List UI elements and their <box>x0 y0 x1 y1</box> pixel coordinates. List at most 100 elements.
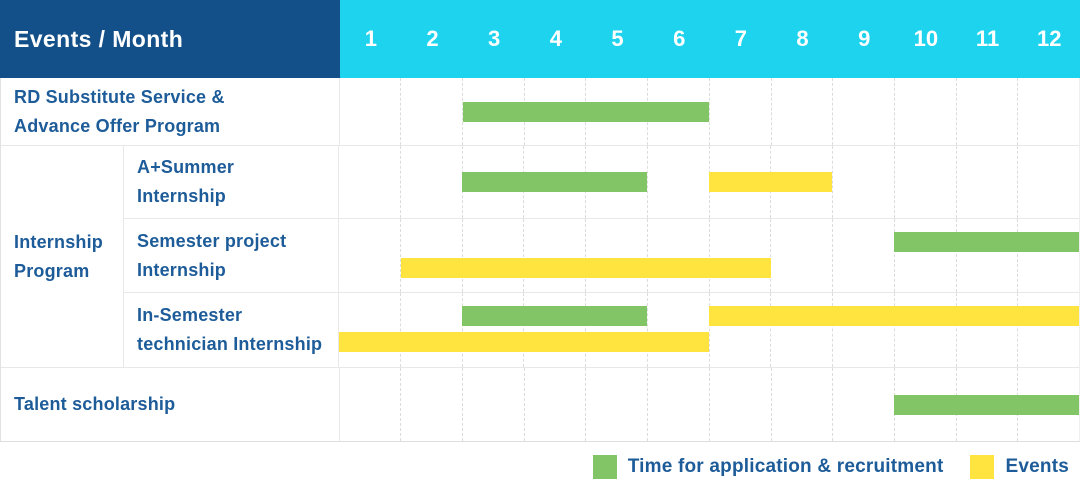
month-label: 2 <box>426 26 439 51</box>
legend-label: Events <box>1005 456 1069 477</box>
month-grid-cell <box>955 146 1018 218</box>
month-grid-cell <box>585 219 647 292</box>
label-line: Internship <box>137 259 227 280</box>
month-grid-cell <box>832 293 894 367</box>
month-grid-cell <box>340 78 401 145</box>
month-grid-cell <box>893 293 956 367</box>
month-grid-cell <box>770 78 833 145</box>
month-grid-cell <box>646 219 709 292</box>
month-grid-cell <box>708 293 771 367</box>
month-label: 12 <box>1036 26 1062 51</box>
month-grid-cell <box>339 219 400 292</box>
gantt-bar-application <box>462 101 710 122</box>
legend: Time for application & recruitment Events <box>592 440 1069 494</box>
month-grid-cell <box>1017 219 1079 292</box>
month-grid-cell <box>523 368 586 441</box>
gantt-bar-application <box>894 232 1079 252</box>
month-grid-cell <box>893 219 956 292</box>
table-row: Talent scholarship <box>1 368 1079 441</box>
timeline-cell <box>339 293 1079 367</box>
month-grid-cell <box>462 368 524 441</box>
schedule-table: Events / Month 1 2 3 4 5 6 7 8 9 10 11 12 RD Substi… <box>0 0 1080 442</box>
label-line: In-Semester <box>137 305 243 325</box>
row-label: In-Semester technician Internship <box>124 293 339 367</box>
month-grid-cell <box>770 368 833 441</box>
month-grid-cell <box>646 293 709 367</box>
month-grid-cell <box>399 293 462 367</box>
month-grid-cell <box>893 146 956 218</box>
month-grid-cell <box>399 146 462 218</box>
month-label: 3 <box>488 26 501 51</box>
month-grid-cell <box>832 368 894 441</box>
legend-item: Time for application & recruitment <box>592 455 944 479</box>
month-grid-cell <box>770 293 832 367</box>
month-grid-cell <box>462 78 524 145</box>
month-grid-cell <box>708 146 771 218</box>
label-line: Internship <box>137 186 227 206</box>
row-label: RD Substitute Service & Advance Offer Pro… <box>1 78 340 145</box>
month-grid-cell <box>1017 146 1079 218</box>
month-grid-cell <box>832 219 894 292</box>
table-row: Semester project Internship <box>124 219 1079 293</box>
group-label: Internship Program <box>1 146 124 367</box>
table-body: RD Substitute Service & Advance Offer Pro… <box>0 78 1080 442</box>
month-grid-cell <box>461 219 524 292</box>
row-label: A+Summer Internship <box>124 146 339 218</box>
label-line: RD Substitute Service & <box>14 86 225 107</box>
month-grid-cell <box>955 78 1018 145</box>
month-grid-cell <box>523 219 585 292</box>
group-rows: A+Summer Internship Semester project Intern… <box>124 146 1079 367</box>
month-grid-cell <box>340 368 401 441</box>
timeline-cell <box>340 368 1079 441</box>
month-grid-cell <box>399 219 462 292</box>
label-line: technician Internship <box>137 334 323 354</box>
label-line: A+Summer <box>137 157 235 177</box>
month-grid-cell <box>1017 293 1079 367</box>
gantt-bar-events <box>339 332 709 352</box>
gantt-bar-application <box>462 306 648 326</box>
month-grid-cell <box>647 368 709 441</box>
month-label: 6 <box>673 26 686 51</box>
label-line: Internship <box>14 231 104 252</box>
month-grid-cell <box>461 293 524 367</box>
month-grid-cell <box>955 219 1018 292</box>
timeline-cell <box>339 219 1079 292</box>
table-row: RD Substitute Service & Advance Offer Pro… <box>1 78 1079 146</box>
month-grid-cell <box>770 219 832 292</box>
row-label: Semester project Internship <box>124 219 339 292</box>
legend-item: Events <box>970 455 1069 479</box>
label-line: Talent scholarship <box>14 394 176 414</box>
legend-label: Time for application & recruitment <box>627 456 944 477</box>
month-grid-cell <box>708 368 771 441</box>
month-grid-cell <box>955 293 1018 367</box>
month-grid-cell <box>708 219 771 292</box>
table-row: A+Summer Internship <box>124 146 1079 219</box>
month-grid-cell <box>585 293 647 367</box>
table-row: In-Semester technician Internship <box>124 293 1079 367</box>
month-label: 1 <box>364 26 377 51</box>
gantt-bar-application <box>462 172 648 192</box>
month-label: 4 <box>549 26 562 51</box>
month-grid-cell <box>832 78 894 145</box>
timeline-cell <box>340 78 1079 145</box>
month-label: 8 <box>796 26 809 51</box>
row-label: Talent scholarship <box>1 368 340 441</box>
month-grid-cell <box>893 78 956 145</box>
month-grid-cell <box>646 146 709 218</box>
gantt-bar-events <box>709 172 833 192</box>
month-grid-cell <box>1017 78 1079 145</box>
month-grid-cell <box>339 146 400 218</box>
month-grid-cell <box>339 293 400 367</box>
legend-swatch-application <box>592 455 617 479</box>
month-grid-cell <box>400 78 462 145</box>
month-label: 11 <box>975 26 1000 51</box>
month-grid-cell <box>832 146 894 218</box>
label-line: Semester project <box>137 230 287 251</box>
label-line: Program <box>14 260 90 281</box>
month-grid-cell <box>708 78 771 145</box>
month-grid-cell <box>523 293 585 367</box>
month-label: 7 <box>734 26 747 51</box>
label-line: Advance Offer Program <box>14 115 221 136</box>
month-header-strip: 1 2 3 4 5 6 7 8 9 10 11 12 <box>340 0 1080 78</box>
